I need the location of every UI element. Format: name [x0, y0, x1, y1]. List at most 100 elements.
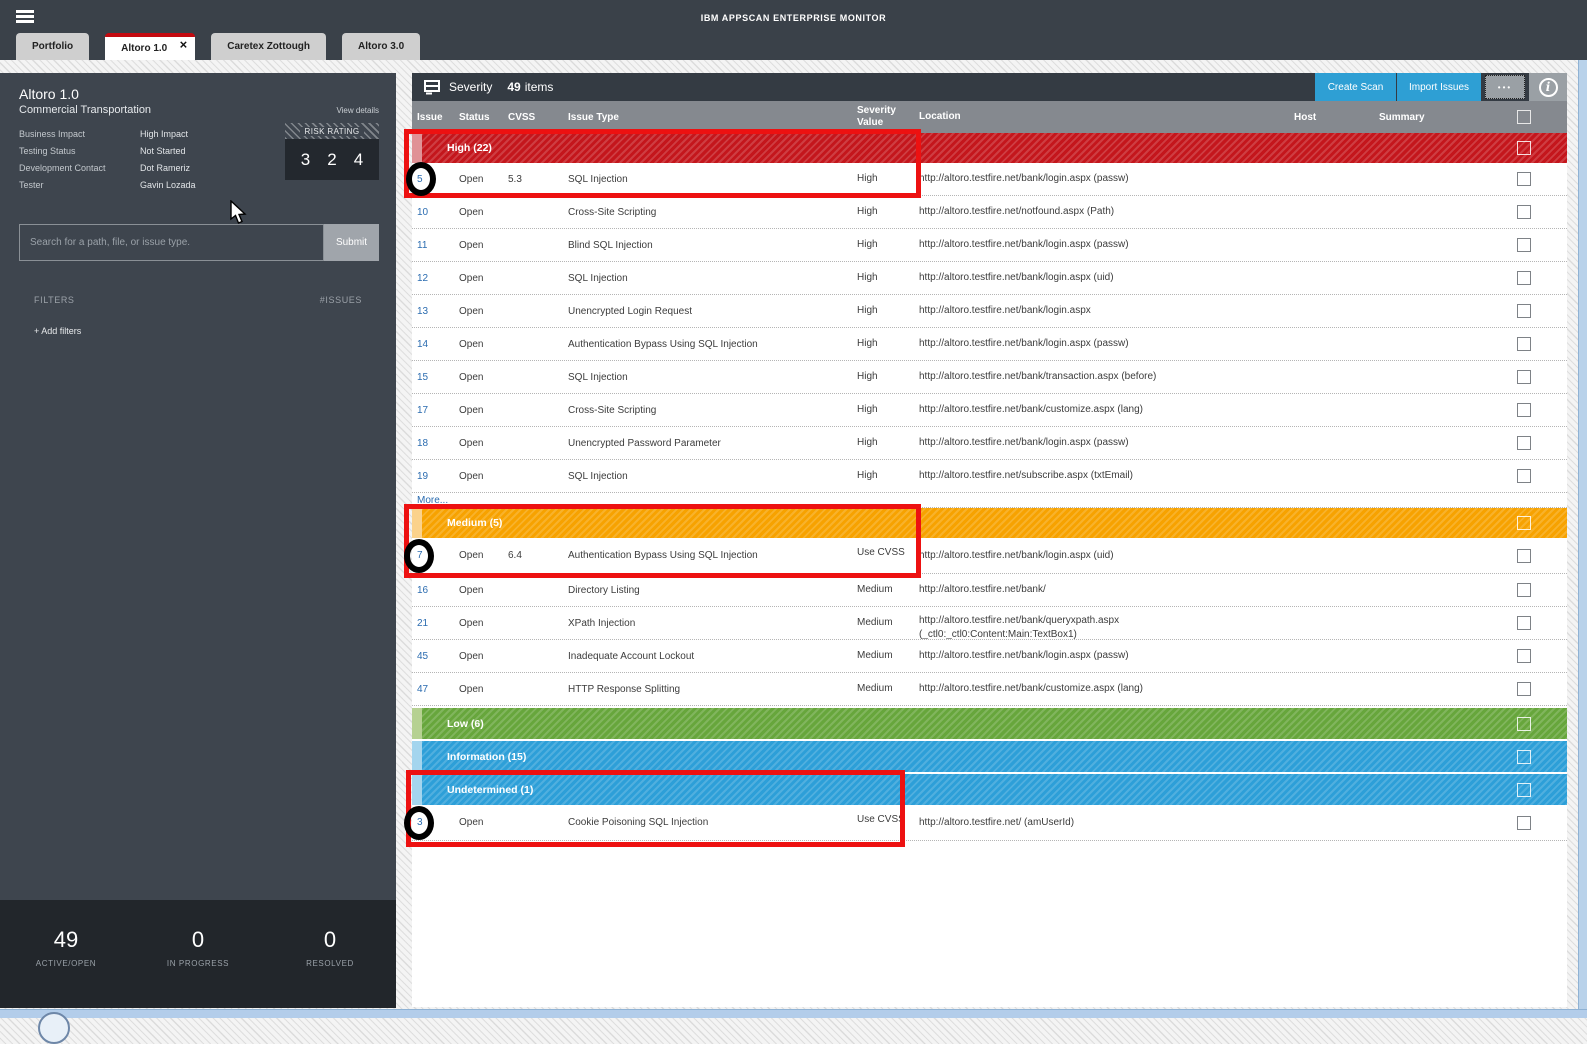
severity-band-medium[interactable]: Medium (5) [412, 508, 1567, 538]
row-checkbox[interactable] [1517, 649, 1531, 663]
band-checkbox[interactable] [1517, 716, 1531, 731]
issue-row[interactable]: 47 Open HTTP Response Splitting Medium http:… [412, 673, 1567, 706]
column-severity-value[interactable]: Severity Value [857, 105, 896, 128]
row-checkbox[interactable] [1517, 436, 1531, 450]
issue-severity-cell: Use CVSS [857, 814, 905, 825]
select-all-checkbox[interactable] [1517, 110, 1531, 124]
band-checkbox[interactable] [1517, 749, 1531, 764]
issue-id-link[interactable]: 5 [417, 173, 423, 185]
row-checkbox[interactable] [1517, 682, 1531, 696]
row-checkbox[interactable] [1517, 370, 1531, 384]
issue-row[interactable]: 16 Open Directory Listing Medium http://alto… [412, 574, 1567, 607]
row-checkbox[interactable] [1517, 815, 1531, 830]
row-checkbox[interactable] [1517, 337, 1531, 351]
severity-band-low[interactable]: Low (6) [412, 708, 1567, 739]
hamburger-menu-icon[interactable] [16, 10, 34, 23]
severity-band-high[interactable]: High (22) [412, 133, 1567, 163]
issue-id-link[interactable]: 3 [417, 817, 423, 828]
issue-severity-cell: High [857, 305, 878, 316]
row-checkbox[interactable] [1517, 548, 1531, 563]
row-checkbox[interactable] [1517, 304, 1531, 318]
issue-row[interactable]: 5 Open 5.3 SQL Injection High http://altoro.t… [412, 163, 1567, 196]
column-cvss[interactable]: CVSS [508, 111, 536, 123]
issue-id-link[interactable]: 45 [417, 650, 429, 662]
row-checkbox[interactable] [1517, 583, 1531, 597]
issue-cvss-cell: 6.4 [508, 550, 522, 561]
severity-band-corner [412, 774, 422, 805]
more-options-button[interactable]: ••• [1485, 75, 1525, 99]
issue-id-link[interactable]: 15 [417, 371, 429, 383]
issue-id-link[interactable]: 12 [417, 272, 429, 284]
band-checkbox[interactable] [1517, 782, 1531, 797]
issue-row[interactable]: 7 Open 6.4 Authentication Bypass Using SQL … [412, 538, 1567, 574]
issue-id-link[interactable]: 13 [417, 305, 429, 317]
view-details-link[interactable]: View details [336, 106, 379, 115]
row-checkbox[interactable] [1517, 205, 1531, 219]
issue-id-link[interactable]: 17 [417, 404, 429, 416]
issue-id-link[interactable]: 18 [417, 437, 429, 449]
issue-id-link[interactable]: 16 [417, 584, 429, 596]
application-sidebar: Altoro 1.0 Commercial Transportation Vie… [0, 73, 396, 900]
issue-row[interactable]: 15 Open SQL Injection High http://altoro.tes… [412, 361, 1567, 394]
app-title: IBM APPSCAN ENTERPRISE MONITOR [700, 13, 887, 23]
issue-row[interactable]: 17 Open Cross-Site Scripting High http://alt… [412, 394, 1567, 427]
issue-id-link[interactable]: 7 [417, 550, 423, 561]
stat-resolved: 0 RESOLVED [306, 926, 354, 968]
tab-altoro-1-0[interactable]: Altoro 1.0 × [105, 33, 196, 60]
vertical-scrollbar[interactable] [1578, 60, 1587, 1018]
issue-status-cell: Open [459, 650, 484, 662]
column-summary[interactable]: Summary [1379, 111, 1425, 123]
band-checkbox[interactable] [1517, 141, 1531, 155]
issue-type-cell: Cookie Poisoning SQL Injection [568, 817, 709, 828]
issue-id-cell: 21 [412, 618, 459, 629]
create-scan-button[interactable]: Create Scan [1315, 73, 1396, 101]
issue-row[interactable]: 3 Open Cookie Poisoning SQL Injection Use C… [412, 805, 1567, 841]
column-location[interactable]: Location [919, 111, 961, 122]
issue-id-link[interactable]: 21 [417, 617, 429, 629]
row-checkbox[interactable] [1517, 469, 1531, 483]
issue-type-cell: SQL Injection [568, 173, 628, 185]
issue-row[interactable]: 45 Open Inadequate Account Lockout Medium ht… [412, 640, 1567, 673]
issue-id-link[interactable]: 14 [417, 338, 429, 350]
issue-row[interactable]: 13 Open Unencrypted Login Request High http:… [412, 295, 1567, 328]
group-by-icon[interactable] [424, 79, 440, 95]
issue-row[interactable]: 14 Open Authentication Bypass Using SQL In… [412, 328, 1567, 361]
severity-band-information[interactable]: Information (15) [412, 741, 1567, 772]
issue-id-link[interactable]: 10 [417, 206, 429, 218]
issue-row[interactable]: 19 Open SQL Injection High http://altoro.tes… [412, 460, 1567, 493]
issue-id-link[interactable]: 19 [417, 470, 429, 482]
column-issue[interactable]: Issue [417, 111, 443, 123]
issue-id-link[interactable]: 47 [417, 683, 429, 695]
column-host[interactable]: Host [1294, 111, 1317, 123]
column-status[interactable]: Status [459, 111, 490, 123]
info-icon[interactable]: i [1538, 77, 1558, 97]
row-checkbox[interactable] [1517, 616, 1531, 630]
row-checkbox[interactable] [1517, 403, 1531, 417]
column-issue-type[interactable]: Issue Type [568, 111, 619, 123]
issue-row[interactable]: 21 Open XPath Injection Medium http://altoro… [412, 607, 1567, 640]
row-checkbox[interactable] [1517, 172, 1531, 186]
search-input[interactable] [19, 224, 324, 261]
issue-location-cell: http://altoro.testfire.net/bank/login.as… [919, 305, 1091, 316]
tab-caretex-zottough[interactable]: Caretex Zottough [211, 33, 327, 60]
band-checkbox[interactable] [1517, 516, 1531, 530]
tab-altoro-3-0[interactable]: Altoro 3.0 [342, 33, 421, 60]
issue-row[interactable]: 11 Open Blind SQL Injection High http://alto… [412, 229, 1567, 262]
severity-band-undetermined[interactable]: Undetermined (1) [412, 774, 1567, 805]
issue-id-link[interactable]: 11 [417, 239, 428, 251]
row-checkbox[interactable] [1517, 271, 1531, 285]
bottom-edge-bar [0, 1009, 1587, 1018]
issue-id-cell: 13 [412, 306, 459, 317]
issue-location-cell: http://altoro.testfire.net/bank/login.as… [919, 338, 1129, 349]
row-checkbox[interactable] [1517, 238, 1531, 252]
close-tab-icon[interactable]: × [179, 37, 188, 52]
add-filters-link[interactable]: + Add filters [34, 326, 82, 336]
tab-portfolio[interactable]: Portfolio [16, 33, 90, 60]
search-submit-button[interactable]: Submit [324, 224, 379, 261]
issue-row[interactable]: 12 Open SQL Injection High http://altoro.tes… [412, 262, 1567, 295]
issue-row[interactable]: 18 Open Unencrypted Password Parameter High… [412, 427, 1567, 460]
import-issues-button[interactable]: Import Issues [1397, 73, 1481, 101]
more-link[interactable]: More... [417, 494, 449, 506]
issue-row[interactable]: 10 Open Cross-Site Scripting High http://alt… [412, 196, 1567, 229]
group-by-label[interactable]: Severity [449, 80, 493, 94]
